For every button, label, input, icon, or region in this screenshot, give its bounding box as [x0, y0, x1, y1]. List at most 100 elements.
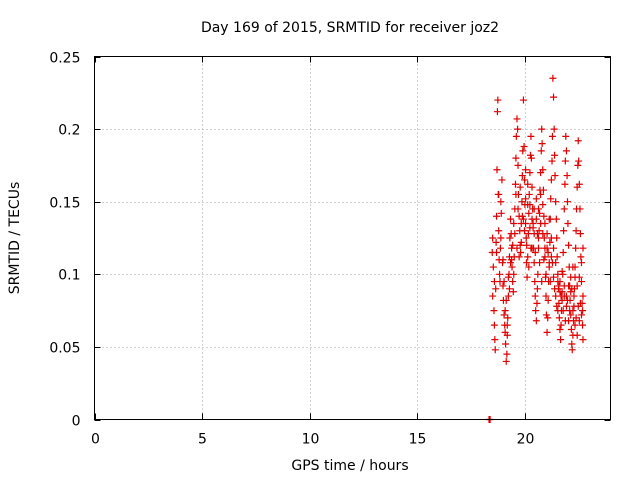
data-point [565, 241, 573, 249]
data-point [496, 244, 504, 252]
data-point [525, 263, 533, 271]
data-point [548, 157, 556, 165]
data-point [528, 183, 536, 191]
data-point [503, 321, 511, 329]
data-point [575, 180, 583, 188]
data-point [576, 205, 584, 213]
data-point [562, 147, 570, 155]
data-point [509, 288, 517, 296]
data-point [542, 292, 550, 300]
data-point [579, 292, 587, 300]
data-point [560, 227, 568, 235]
data-point [501, 307, 509, 315]
data-point [572, 244, 580, 252]
data-point [544, 296, 552, 304]
data-point [532, 307, 540, 315]
data-point [546, 238, 554, 246]
data-point [564, 219, 572, 227]
data-point [525, 209, 533, 217]
data-point [572, 227, 580, 235]
data-point [508, 263, 516, 271]
data-point [523, 259, 531, 267]
data-point [504, 273, 512, 281]
data-point [547, 195, 555, 203]
data-point [532, 195, 540, 203]
x-tick-label: 0 [91, 432, 100, 448]
data-point [513, 115, 521, 123]
data-point [570, 292, 578, 300]
data-point [531, 292, 539, 300]
data-point [490, 321, 498, 329]
x-tick-labels: 0 5 10 15 20 [91, 432, 534, 448]
data-point [562, 132, 570, 140]
data-point [517, 249, 525, 257]
data-point [489, 234, 497, 242]
data-point [556, 288, 564, 296]
data-point [577, 278, 585, 286]
data-point [563, 172, 571, 180]
data-point [519, 96, 527, 104]
data-point [503, 350, 511, 358]
data-point [545, 263, 553, 271]
data-point [567, 325, 575, 333]
data-point [526, 201, 534, 209]
data-point [512, 132, 520, 140]
data-point [514, 161, 522, 169]
data-point [537, 147, 545, 155]
data-point [534, 270, 542, 278]
data-point [579, 321, 587, 329]
data-point [579, 244, 587, 252]
data-point [542, 270, 550, 278]
data-point [565, 317, 573, 325]
y-tick-labels: 0 0.05 0.1 0.15 0.2 0.25 [49, 51, 80, 430]
data-point [577, 259, 585, 267]
data-point [507, 259, 515, 267]
data-point [502, 340, 510, 348]
data-point [568, 346, 576, 354]
data-point [552, 259, 560, 267]
data-point [493, 212, 501, 220]
data-point [512, 154, 520, 162]
data-point [504, 314, 512, 322]
data-point [522, 166, 530, 174]
data-point [539, 166, 547, 174]
grid-lines [94, 56, 611, 420]
data-point [490, 307, 498, 315]
data-point [531, 249, 539, 257]
data-point [560, 205, 568, 213]
data-point [547, 176, 555, 184]
data-point [543, 244, 551, 252]
data-point [550, 273, 558, 281]
data-point [491, 336, 499, 344]
data-point [534, 244, 542, 252]
data-point [505, 285, 513, 293]
data-point [513, 244, 521, 252]
data-point [510, 219, 518, 227]
data-point [541, 219, 549, 227]
data-point [519, 215, 527, 223]
data-point [524, 180, 532, 188]
data-point [539, 186, 547, 194]
y-tick-label: 0.05 [49, 341, 80, 357]
data-point [529, 219, 537, 227]
data-point [536, 259, 544, 267]
data-point [492, 285, 500, 293]
y-tick-label: 0.1 [58, 268, 80, 284]
data-point [490, 278, 498, 286]
data-point [532, 317, 540, 325]
y-tick-label: 0.15 [49, 196, 80, 212]
data-point [493, 249, 501, 257]
data-point [547, 253, 555, 261]
data-point [544, 314, 552, 322]
data-point [562, 302, 570, 310]
data-point [561, 180, 569, 188]
data-point [517, 238, 525, 246]
data-point [551, 285, 559, 293]
data-point [556, 278, 564, 286]
data-point [575, 273, 583, 281]
data-point [533, 299, 541, 307]
data-point [538, 125, 546, 133]
data-point [540, 256, 548, 264]
data-point [544, 249, 552, 257]
